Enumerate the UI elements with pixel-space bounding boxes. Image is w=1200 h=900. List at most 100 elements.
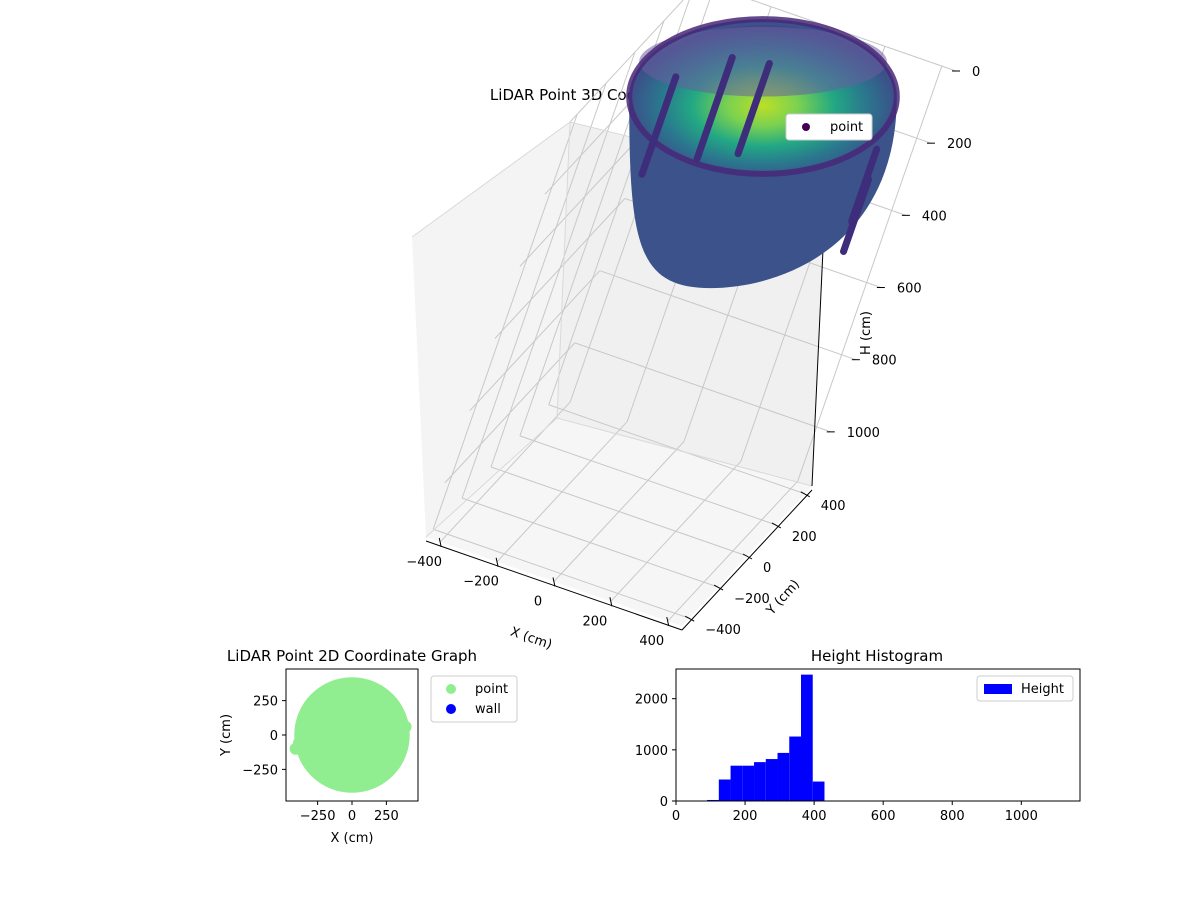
grid-floor-y (490, 466, 748, 557)
histogram-bar (718, 779, 731, 801)
wall-column-3d (638, 73, 680, 178)
x-tick-3d (438, 537, 442, 548)
wall-column-3d (848, 145, 881, 225)
chart-2d-title: LiDAR Point 2D Coordinate Graph (227, 647, 477, 665)
y-tick-label-histogram: 2000 (635, 693, 668, 708)
x-tick-label-histogram: 800 (940, 809, 965, 824)
x-axis-label-2d: X (cm) (331, 831, 374, 846)
scatter-points-2d (289, 677, 412, 793)
point-2d (293, 736, 306, 749)
legend-2d: point wall (430, 675, 518, 723)
z-tick-label-3d: 600 (897, 282, 922, 297)
chart-2d: LiDAR Point 2D Coordinate Graph −250−250… (219, 647, 518, 846)
grid-floor-y (461, 497, 719, 588)
x-tick-label-3d: 200 (582, 614, 607, 629)
histogram-bar (707, 799, 719, 801)
x-tick-label-3d: −400 (406, 555, 442, 570)
y-tick-3d (800, 491, 811, 498)
grid-left-y (490, 51, 636, 468)
x-tick-label-histogram: 1000 (1005, 809, 1038, 824)
ticks-histogram: 0 200 400 600 800 1000 0 1000 2000 (635, 693, 1038, 824)
histogram-bar (800, 674, 813, 801)
x-tick-3d (552, 577, 556, 587)
x-tick-3d (495, 557, 499, 567)
legend-2d-label-point: point (475, 682, 508, 697)
x-tick-label-2d: 0 (348, 809, 356, 824)
z-axis-label-3d: H (cm) (859, 311, 874, 355)
legend-3d-frame (785, 113, 873, 141)
grid-floor-y (433, 528, 690, 619)
histogram-bar (742, 765, 755, 801)
y-axis-line (681, 489, 813, 631)
x-axis-label-3d: X (cm) (508, 625, 554, 653)
point-cloud-2d (294, 677, 410, 793)
z-tick-label-3d: 400 (922, 209, 947, 224)
x-tick-label-2d: 250 (374, 809, 399, 824)
y-tick-3d (742, 553, 753, 560)
y-tick-label-3d: 0 (763, 561, 771, 576)
y-axis-label-2d: Y (cm) (219, 714, 234, 757)
chart-histogram: Height Histogram 0 200 400 600 800 1000 0 1000 2… (635, 647, 1081, 824)
histogram-frame (675, 668, 1081, 802)
x-tick-3d (666, 616, 670, 627)
y-tick-label-3d: −400 (705, 623, 741, 638)
legend-histogram-label: Height (1021, 682, 1064, 697)
x-tick-label-3d: 0 (534, 595, 542, 610)
grid-back-z (574, 342, 831, 433)
legend-2d-label-wall: wall (475, 702, 501, 717)
x-tick-label-histogram: 600 (871, 809, 896, 824)
histogram-bar (730, 765, 743, 801)
x-tick-label-histogram: 400 (802, 809, 827, 824)
y-tick-3d (684, 615, 695, 622)
y-tick-label-3d: −200 (734, 592, 770, 607)
histogram-bar (754, 762, 766, 801)
point-cloud-3d (626, 16, 900, 289)
grid-back-x (797, 65, 943, 482)
y-tick-3d (713, 584, 724, 591)
y-tick-label-2d: 250 (253, 695, 278, 710)
z-tick-label-3d: 200 (947, 137, 972, 152)
y-tick-label-histogram: 0 (660, 795, 668, 810)
legend-3d: point (785, 113, 873, 141)
z-tick-label-3d: 800 (872, 354, 897, 369)
grid-left-z (519, 126, 651, 267)
x-tick-label-3d: 400 (639, 634, 664, 649)
legend-histogram: Height (976, 675, 1074, 702)
grid-left-y (461, 82, 607, 499)
z-tick-label-3d: 0 (972, 65, 980, 80)
grid-left-z (469, 270, 601, 412)
histogram-bar (789, 736, 801, 801)
pane-left (412, 122, 570, 537)
y-tick-label-3d: 400 (821, 499, 846, 514)
grid-left-z (494, 198, 626, 339)
bowl-rim (626, 16, 900, 177)
z-tick-label-3d: 1000 (847, 426, 880, 441)
x-tick-3d (609, 597, 613, 607)
histogram-bars (707, 674, 825, 801)
y-tick-3d (771, 522, 782, 529)
grid-floor-y (548, 404, 805, 495)
wall-column-3d (693, 54, 736, 163)
legend-histogram-frame (976, 675, 1074, 702)
y-tick-label-histogram: 1000 (635, 744, 668, 759)
grid-left-z (444, 342, 576, 484)
wall-column-3d (734, 59, 773, 158)
y-tick-label-2d: 0 (270, 729, 278, 744)
histogram-bar (812, 781, 825, 801)
legend-2d-marker-point (446, 684, 456, 694)
grid-left-z (569, 0, 684, 123)
histogram-bar (765, 759, 778, 801)
point-2d (399, 720, 412, 733)
ticks-2d: −250 −250 0 0 250 250 (242, 695, 399, 824)
ticks-3d: −400 −200 0 200 400 −400 −200 0 200 400 0 200 400 600… (406, 65, 980, 649)
legend-3d-marker-point (802, 123, 810, 131)
histogram-bar (777, 752, 790, 801)
chart-3d: LiDAR Point 3D Coordinate Graph −400−200… (406, 0, 980, 653)
legend-2d-marker-wall (446, 704, 456, 714)
bowl-far-rim (639, 26, 887, 97)
y-tick-label-3d: 200 (792, 530, 817, 545)
grid-back-z (599, 270, 856, 361)
x-tick-label-2d: −250 (300, 809, 336, 824)
y-tick-label-2d: −250 (242, 763, 278, 778)
